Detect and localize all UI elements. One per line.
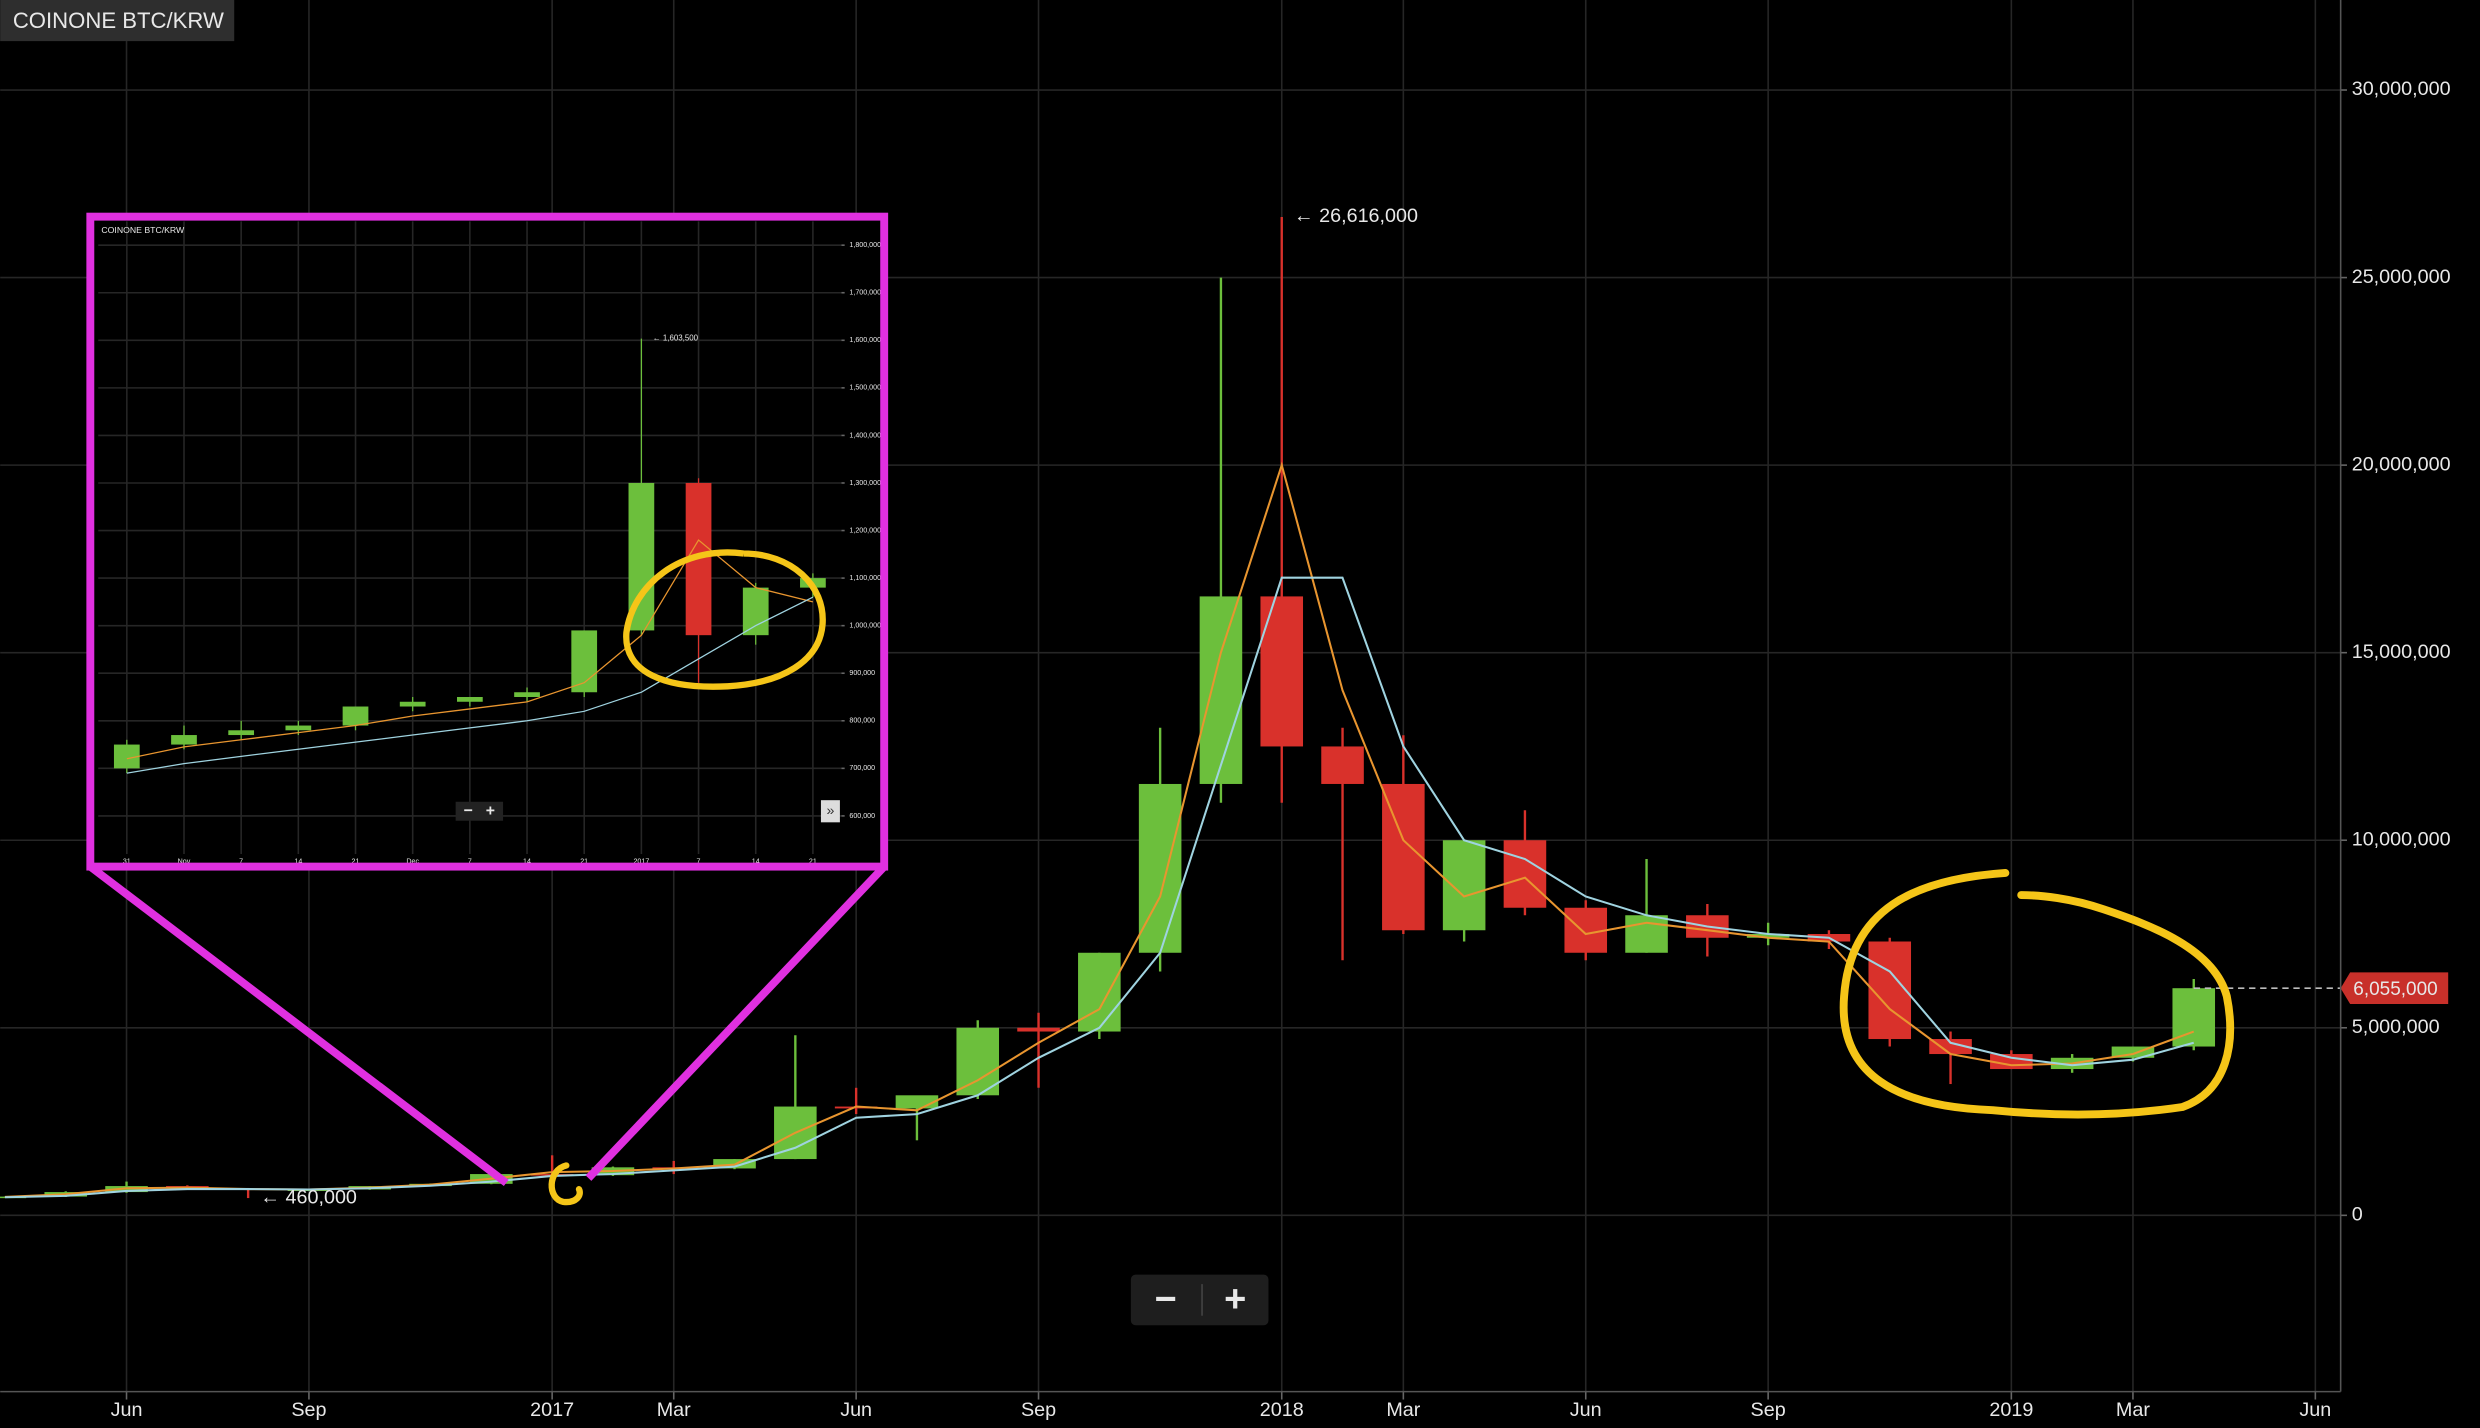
candle-body (1929, 1039, 1972, 1055)
y-tick-label: 25,000,000 (2352, 266, 2451, 288)
annotation: ← 1,603,500 (653, 334, 699, 343)
inset-frame (86, 212, 889, 871)
x-tick-label: Dec (406, 858, 419, 866)
x-tick-label: 31 (123, 858, 131, 866)
candle-body (2111, 1046, 2155, 1058)
candle-body (285, 725, 312, 731)
candle-body (1382, 783, 1425, 931)
candle-body (956, 1027, 1000, 1096)
y-tick-label: 1,300,000 (849, 479, 881, 487)
x-tick-label: 2017 (530, 1399, 574, 1421)
y-tick-label: 10,000,000 (2352, 828, 2451, 850)
annotation: ← 460,000 (260, 1186, 357, 1208)
last-price-box (2340, 972, 2449, 1005)
candle-body (514, 692, 540, 698)
inset-zoom-bar (455, 801, 504, 821)
candle-body (399, 701, 426, 707)
candle-body (171, 735, 197, 745)
x-tick-label: 7 (239, 858, 243, 866)
y-tick-label: 1,600,000 (849, 336, 881, 344)
x-tick-label: Sep (291, 1399, 326, 1421)
x-tick-label: 21 (809, 858, 817, 866)
x-tick-label: 14 (523, 858, 531, 866)
x-tick-label: 2017 (633, 858, 649, 866)
x-tick-label: Nov (178, 858, 191, 866)
highlight-circle (1839, 868, 2235, 1119)
y-tick-label: 1,100,000 (849, 574, 881, 582)
x-tick-label: Sep (1021, 1399, 1056, 1421)
y-tick-label: 800,000 (849, 717, 875, 725)
candle-body (1321, 746, 1364, 784)
candle-body (1625, 915, 1668, 953)
moving-average-line (4, 576, 2195, 1199)
y-tick-label: 0 (2352, 1204, 2363, 1226)
highlight-mark (548, 1162, 583, 1206)
y-tick-label: 1,200,000 (849, 526, 881, 534)
y-tick-label: 1,700,000 (849, 289, 881, 297)
candle-body (342, 706, 369, 726)
candle-body (1260, 596, 1304, 747)
x-tick-label: 2019 (1989, 1399, 2033, 1421)
candle-body (1199, 596, 1243, 784)
x-tick-label: 7 (697, 858, 701, 866)
x-tick-label: Mar (1386, 1399, 1420, 1421)
candle-body (1564, 907, 1608, 953)
candle-body (742, 587, 769, 636)
inset-zoom-out: − (464, 802, 473, 819)
candle-body (1017, 1027, 1060, 1032)
y-tick-label: 1,400,000 (849, 431, 881, 439)
y-tick-label: 1,500,000 (849, 384, 881, 392)
y-tick-label: 15,000,000 (2352, 641, 2451, 663)
y-tick-label: 700,000 (849, 764, 875, 772)
inset-title: COINONE BTC/KRW (101, 225, 185, 235)
y-tick-label: 1,000,000 (849, 622, 881, 630)
inset-zoom-in: + (486, 802, 495, 819)
last-price-label: 6,055,000 (2353, 979, 2437, 1000)
y-tick-label: 20,000,000 (2352, 453, 2451, 475)
zoom-out-button[interactable]: − (1155, 1279, 1177, 1321)
zoom-line (585, 863, 888, 1181)
candle-body (1868, 941, 1912, 1040)
annotation: ← 26,616,000 (1294, 205, 1418, 227)
x-tick-label: Jun (840, 1399, 872, 1421)
candle-body (1078, 952, 1121, 1032)
x-tick-label: 2018 (1260, 1399, 1304, 1421)
chart-title: COINONE BTC/KRW (13, 8, 224, 33)
y-tick-label: 600,000 (849, 812, 875, 820)
inset-scroll-label: » (826, 803, 834, 819)
x-tick-label: 14 (294, 858, 302, 866)
y-tick-label: 5,000,000 (2352, 1016, 2440, 1038)
x-tick-label: 14 (752, 858, 760, 866)
y-tick-label: 1,800,000 (849, 241, 881, 249)
zoom-line (87, 863, 509, 1187)
candle-body (1503, 840, 1547, 908)
candle-body (1138, 783, 1182, 953)
candle-body (1442, 840, 1486, 931)
y-tick-label: 30,000,000 (2352, 78, 2451, 100)
x-tick-label: Jun (2299, 1399, 2331, 1421)
x-tick-label: 7 (468, 858, 472, 866)
inset-highlight-circle (623, 549, 826, 690)
inset-scroll-button (820, 800, 840, 823)
x-tick-label: Mar (2116, 1399, 2150, 1421)
x-tick-label: Sep (1751, 1399, 1786, 1421)
x-tick-label: 21 (580, 858, 588, 866)
candle-body (228, 730, 255, 736)
candle-body (1746, 934, 1790, 938)
x-tick-label: Mar (657, 1399, 691, 1421)
x-tick-label: Jun (1570, 1399, 1602, 1421)
moving-average-line (126, 539, 814, 760)
zoom-in-button[interactable]: + (1224, 1279, 1246, 1321)
zoom-bar (1130, 1274, 1269, 1326)
y-tick-label: 900,000 (849, 669, 875, 677)
moving-average-line (126, 596, 814, 774)
title-box (0, 0, 235, 42)
candle-body (113, 744, 140, 769)
x-tick-label: 21 (352, 858, 360, 866)
candle-body (456, 697, 483, 702)
x-tick-label: Jun (111, 1399, 143, 1421)
